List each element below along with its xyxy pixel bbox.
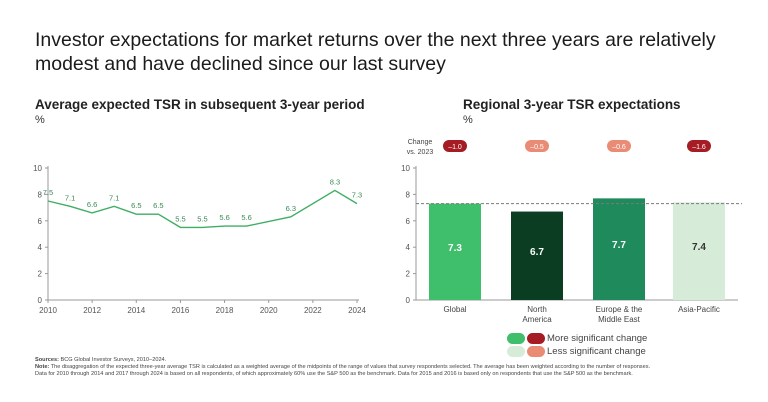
legend-less-red-swatch	[527, 346, 545, 357]
data-label: 7.3	[352, 191, 362, 200]
category-label: Middle East	[598, 315, 641, 324]
page-headline: Investor expectations for market returns…	[35, 29, 716, 75]
data-label: 7.1	[109, 193, 119, 202]
note-line: Note: The disaggregation of the expected…	[35, 364, 740, 371]
y-tick-label: 4	[38, 243, 43, 252]
change-pill-label: –1.0	[448, 144, 462, 151]
y-tick-label: 6	[406, 217, 411, 226]
bar	[593, 198, 645, 300]
change-pill	[687, 140, 711, 152]
y-tick-label: 0	[38, 296, 43, 305]
data-label: 5.6	[241, 213, 251, 222]
bar	[429, 203, 481, 300]
y-tick-label: 6	[38, 217, 43, 226]
bar-chart-unit: %	[463, 114, 473, 126]
sources-text: BCG Global Investor Surveys, 2010–2024.	[60, 357, 167, 363]
category-label: Europe & the	[596, 305, 643, 314]
x-tick-label: 2014	[127, 306, 145, 315]
change-pill	[607, 140, 631, 152]
y-tick-label: 8	[406, 190, 411, 199]
x-tick-label: 2010	[39, 306, 57, 315]
change-pill-label: –0.6	[612, 144, 626, 151]
bar-value-label: 7.4	[692, 242, 706, 253]
line-chart: 0 2 4 6 8 10 2010 2012 2014 2016 2018 2020 2022 2024 7…	[33, 164, 366, 315]
legend-less-label: Less significant change	[547, 346, 646, 357]
data-label: 6.6	[87, 200, 97, 209]
bar	[511, 211, 563, 300]
category-label: Global	[443, 305, 466, 314]
line-chart-unit: %	[35, 114, 45, 126]
category-label: North	[527, 305, 547, 314]
change-pill	[443, 140, 467, 152]
category-label: Asia-Pacific	[678, 305, 720, 314]
legend-more-label: More significant change	[547, 333, 648, 344]
bar-value-label: 7.7	[612, 240, 626, 251]
y-tick-label: 2	[406, 270, 411, 279]
bar-value-label: 7.3	[448, 243, 462, 254]
note-text: The disaggregation of the expected three…	[50, 364, 651, 370]
data-label: 8.3	[330, 177, 340, 186]
legend-less: Less significant change	[507, 345, 647, 358]
line-chart-title: Average expected TSR in subsequent 3-yea…	[35, 97, 365, 112]
y-tick-label: 2	[38, 270, 43, 279]
y-tick-label: 10	[33, 164, 42, 173]
data-label: 6.5	[131, 201, 141, 210]
y-tick-label: 4	[406, 243, 411, 252]
bar-value-label: 6.7	[530, 247, 544, 258]
data-label: 7.5	[43, 188, 53, 197]
legend-more: More significant change	[507, 332, 647, 345]
change-header-line-1: Change	[408, 139, 433, 146]
note-label: Note:	[35, 364, 50, 370]
change-pill-label: –0.5	[530, 144, 544, 151]
x-tick-label: 2022	[304, 306, 322, 315]
x-tick-label: 2024	[348, 306, 366, 315]
footnotes: Sources: BCG Global Investor Surveys, 20…	[35, 357, 740, 378]
data-label: 6.3	[286, 204, 296, 213]
note-line-2: Data for 2010 through 2014 and 2017 thro…	[35, 371, 633, 377]
data-label: 5.5	[175, 214, 185, 223]
x-tick-label: 2020	[260, 306, 278, 315]
legend-more-red-swatch	[527, 333, 545, 344]
significance-legend: More significant change Less significant…	[507, 332, 647, 358]
x-tick-label: 2016	[172, 306, 190, 315]
sources-label: Sources:	[35, 357, 59, 363]
sources-line: Sources: BCG Global Investor Surveys, 20…	[35, 357, 740, 364]
category-label: America	[522, 315, 552, 324]
change-header-line-2: vs. 2023	[407, 149, 434, 156]
legend-more-green-swatch	[507, 333, 525, 344]
bar-chart: Change vs. 2023 0 2 4 6 8 10 7.3 –1.0 Global 6.7 –0.…	[401, 139, 742, 324]
change-pill	[525, 140, 549, 152]
change-pill-label: –1.6	[692, 144, 706, 151]
bar	[673, 202, 725, 300]
legend-less-green-swatch	[507, 346, 525, 357]
y-tick-label: 0	[406, 296, 411, 305]
x-tick-label: 2018	[216, 306, 234, 315]
bar-chart-title: Regional 3-year TSR expectations	[463, 97, 681, 112]
y-tick-label: 8	[38, 190, 43, 199]
tsr-series-line	[47, 189, 358, 229]
data-label: 5.6	[219, 213, 229, 222]
data-label: 6.5	[153, 201, 163, 210]
data-label: 5.5	[197, 214, 207, 223]
y-tick-label: 10	[401, 164, 410, 173]
x-tick-label: 2012	[83, 306, 101, 315]
data-label: 7.1	[65, 193, 75, 202]
